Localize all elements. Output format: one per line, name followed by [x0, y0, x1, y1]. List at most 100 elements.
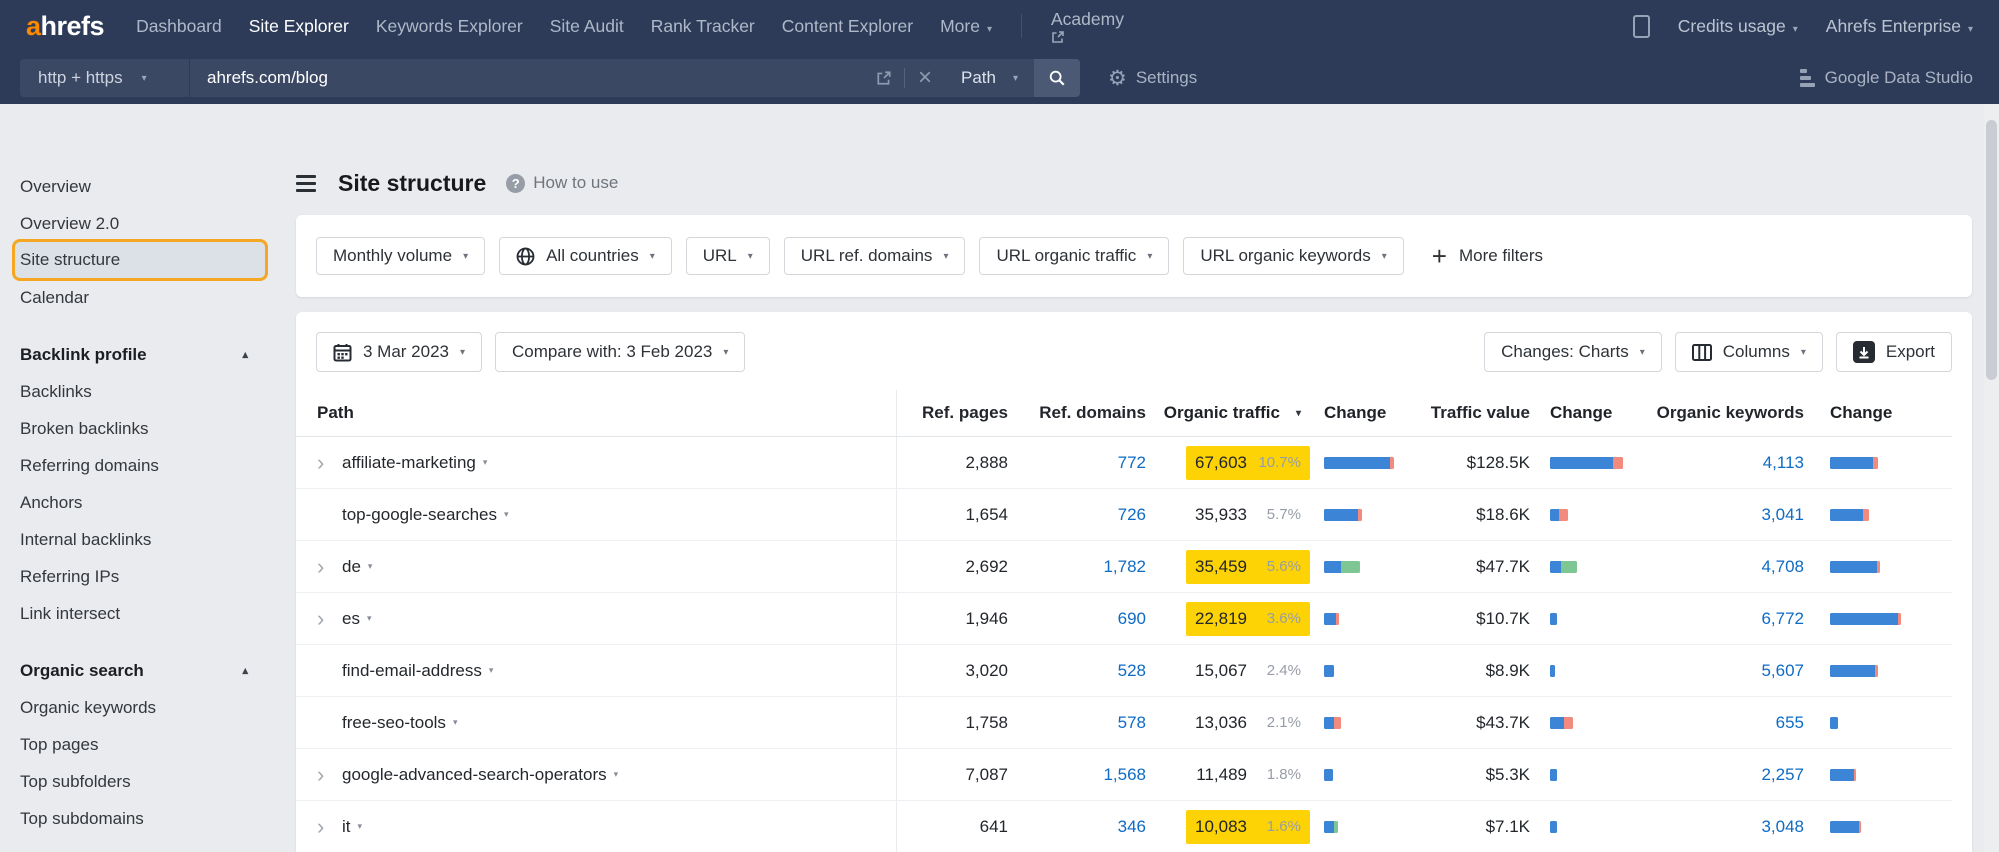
- nav-item-content-explorer[interactable]: Content Explorer: [781, 15, 914, 36]
- ref-domains-link[interactable]: 772: [1117, 452, 1146, 472]
- sidebar-item-backlinks[interactable]: Backlinks: [0, 373, 280, 410]
- ref-domains-link[interactable]: 726: [1117, 504, 1146, 524]
- column-header-organic-traffic[interactable]: Organic traffic ▾: [1150, 396, 1310, 430]
- sidebar-item-link-intersect[interactable]: Link intersect: [0, 595, 280, 632]
- target-url-input[interactable]: [207, 68, 864, 88]
- protocol-dropdown[interactable]: http + https ▾: [20, 59, 190, 97]
- filter-button-url-organic-traffic[interactable]: URL organic traffic ▾: [979, 237, 1170, 275]
- scrollbar-thumb[interactable]: [1986, 120, 1997, 380]
- expand-chevron-icon[interactable]: ›: [317, 553, 325, 579]
- path-name[interactable]: find-email-address: [342, 660, 482, 680]
- path-name[interactable]: de: [342, 556, 361, 576]
- column-header-path[interactable]: Path: [296, 390, 897, 436]
- ref-domains-link[interactable]: 346: [1117, 816, 1146, 836]
- collapse-section-icon[interactable]: ▴: [242, 349, 248, 361]
- path-name[interactable]: free-seo-tools: [342, 712, 446, 732]
- filter-button-url[interactable]: URL ▾: [685, 237, 770, 275]
- sidebar-item-referring-ips[interactable]: Referring IPs: [0, 558, 280, 595]
- expand-chevron-icon[interactable]: ›: [317, 449, 325, 475]
- nav-item-more[interactable]: More ▾: [940, 16, 992, 37]
- sidebar-item-site-structure[interactable]: Site structure: [0, 239, 280, 281]
- column-header-change-traffic[interactable]: Change: [1310, 403, 1422, 423]
- nav-item-academy[interactable]: Academy: [1051, 9, 1131, 44]
- column-header-traffic-value[interactable]: Traffic value: [1422, 403, 1534, 423]
- sidebar-item-overview-2-0[interactable]: Overview 2.0: [0, 205, 280, 242]
- report-menu-icon[interactable]: [296, 174, 316, 192]
- ref-domains-link[interactable]: 1,568: [1103, 764, 1146, 784]
- expand-chevron-icon[interactable]: ›: [317, 605, 325, 631]
- more-filters-button[interactable]: + More filters: [1432, 243, 1543, 269]
- organic-keywords-link[interactable]: 3,048: [1761, 816, 1804, 836]
- open-url-icon[interactable]: [864, 59, 904, 97]
- path-name[interactable]: affiliate-marketing: [342, 452, 476, 472]
- column-header-ref-pages[interactable]: Ref. pages: [897, 403, 1012, 423]
- organic-keywords-link[interactable]: 4,113: [1762, 452, 1804, 472]
- device-icon[interactable]: [1632, 14, 1650, 38]
- path-name[interactable]: es: [342, 608, 360, 628]
- ref-domains-link[interactable]: 578: [1117, 712, 1146, 732]
- sidebar-item-internal-backlinks[interactable]: Internal backlinks: [0, 521, 280, 558]
- date-picker-button[interactable]: 3 Mar 2023 ▾: [316, 332, 483, 372]
- filter-button-monthly-volume[interactable]: Monthly volume ▾: [316, 237, 486, 275]
- sidebar-item-anchors[interactable]: Anchors: [0, 484, 280, 521]
- ref-domains-link[interactable]: 1,782: [1103, 556, 1146, 576]
- export-button[interactable]: Export: [1835, 332, 1952, 372]
- compare-with-button[interactable]: Compare with: 3 Feb 2023 ▾: [495, 332, 746, 372]
- organic-keywords-link[interactable]: 655: [1775, 712, 1804, 732]
- columns-button[interactable]: Columns ▾: [1674, 332, 1823, 372]
- credits-usage-menu[interactable]: Credits usage ▾: [1678, 16, 1798, 37]
- nav-item-keywords-explorer[interactable]: Keywords Explorer: [375, 15, 523, 36]
- expand-chevron-icon[interactable]: ›: [317, 761, 325, 787]
- nav-item-site-explorer[interactable]: Site Explorer: [248, 15, 349, 36]
- sidebar-item-organic-keywords[interactable]: Organic keywords: [0, 689, 280, 726]
- sidebar-item-top-subdomains[interactable]: Top subdomains: [0, 800, 280, 837]
- sidebar-item-calendar[interactable]: Calendar: [0, 279, 280, 316]
- organic-keywords-link[interactable]: 5,607: [1761, 660, 1804, 680]
- sidebar-item-referring-domains[interactable]: Referring domains: [0, 447, 280, 484]
- nav-item-site-audit[interactable]: Site Audit: [549, 15, 624, 36]
- vertical-scrollbar[interactable]: [1984, 104, 1999, 852]
- ahrefs-logo[interactable]: ahrefs: [26, 11, 105, 42]
- path-dropdown-icon[interactable]: ▾: [482, 457, 488, 467]
- nav-item-rank-tracker[interactable]: Rank Tracker: [650, 15, 755, 36]
- path-dropdown-icon[interactable]: ▾: [366, 613, 372, 623]
- organic-keywords-link[interactable]: 4,708: [1761, 556, 1804, 576]
- column-header-change-value[interactable]: Change: [1534, 403, 1648, 423]
- path-dropdown-icon[interactable]: ▾: [613, 769, 619, 779]
- search-button[interactable]: [1034, 59, 1080, 97]
- mode-dropdown[interactable]: Path ▾: [945, 59, 1034, 97]
- sidebar-item-overview[interactable]: Overview: [0, 168, 280, 205]
- sidebar-item-broken-backlinks[interactable]: Broken backlinks: [0, 410, 280, 447]
- path-name[interactable]: it: [342, 816, 351, 836]
- path-dropdown-icon[interactable]: ▾: [452, 717, 458, 727]
- organic-keywords-link[interactable]: 6,772: [1761, 608, 1804, 628]
- sidebar-item-top-subfolders[interactable]: Top subfolders: [0, 763, 280, 800]
- how-to-use-link[interactable]: ? How to use: [506, 173, 618, 193]
- expand-chevron-icon[interactable]: ›: [317, 813, 325, 839]
- column-header-change-keywords[interactable]: Change: [1810, 403, 1952, 423]
- sidebar-item-top-pages[interactable]: Top pages: [0, 726, 280, 763]
- path-dropdown-icon[interactable]: ▾: [367, 561, 373, 571]
- organic-keywords-link[interactable]: 3,041: [1761, 504, 1804, 524]
- changes-mode-button[interactable]: Changes: Charts ▾: [1484, 332, 1662, 372]
- path-name[interactable]: google-advanced-search-operators: [342, 764, 607, 784]
- organic-keywords-link[interactable]: 2,257: [1761, 764, 1804, 784]
- settings-button[interactable]: ⚙ Settings: [1108, 66, 1197, 91]
- collapse-section-icon[interactable]: ▴: [242, 665, 248, 677]
- google-data-studio-button[interactable]: Google Data Studio: [1799, 68, 1973, 88]
- filter-button-url-ref-domains[interactable]: URL ref. domains ▾: [783, 237, 966, 275]
- column-header-ref-domains[interactable]: Ref. domains: [1012, 403, 1150, 423]
- nav-item-dashboard[interactable]: Dashboard: [136, 15, 222, 36]
- ref-domains-link[interactable]: 528: [1117, 660, 1146, 680]
- column-header-organic-keywords[interactable]: Organic keywords: [1648, 403, 1810, 423]
- path-dropdown-icon[interactable]: ▾: [503, 509, 509, 519]
- ref-domains-link[interactable]: 690: [1117, 608, 1146, 628]
- enterprise-menu[interactable]: Ahrefs Enterprise ▾: [1826, 16, 1973, 37]
- filter-button-all-countries[interactable]: All countries ▾: [499, 237, 672, 275]
- filter-button-url-organic-keywords[interactable]: URL organic keywords ▾: [1183, 237, 1404, 275]
- path-dropdown-icon[interactable]: ▾: [357, 821, 363, 831]
- clear-input-icon[interactable]: ×: [917, 64, 932, 91]
- path-cell: top-google-searches ▾: [296, 489, 897, 540]
- path-name[interactable]: top-google-searches: [342, 504, 497, 524]
- path-dropdown-icon[interactable]: ▾: [488, 665, 494, 675]
